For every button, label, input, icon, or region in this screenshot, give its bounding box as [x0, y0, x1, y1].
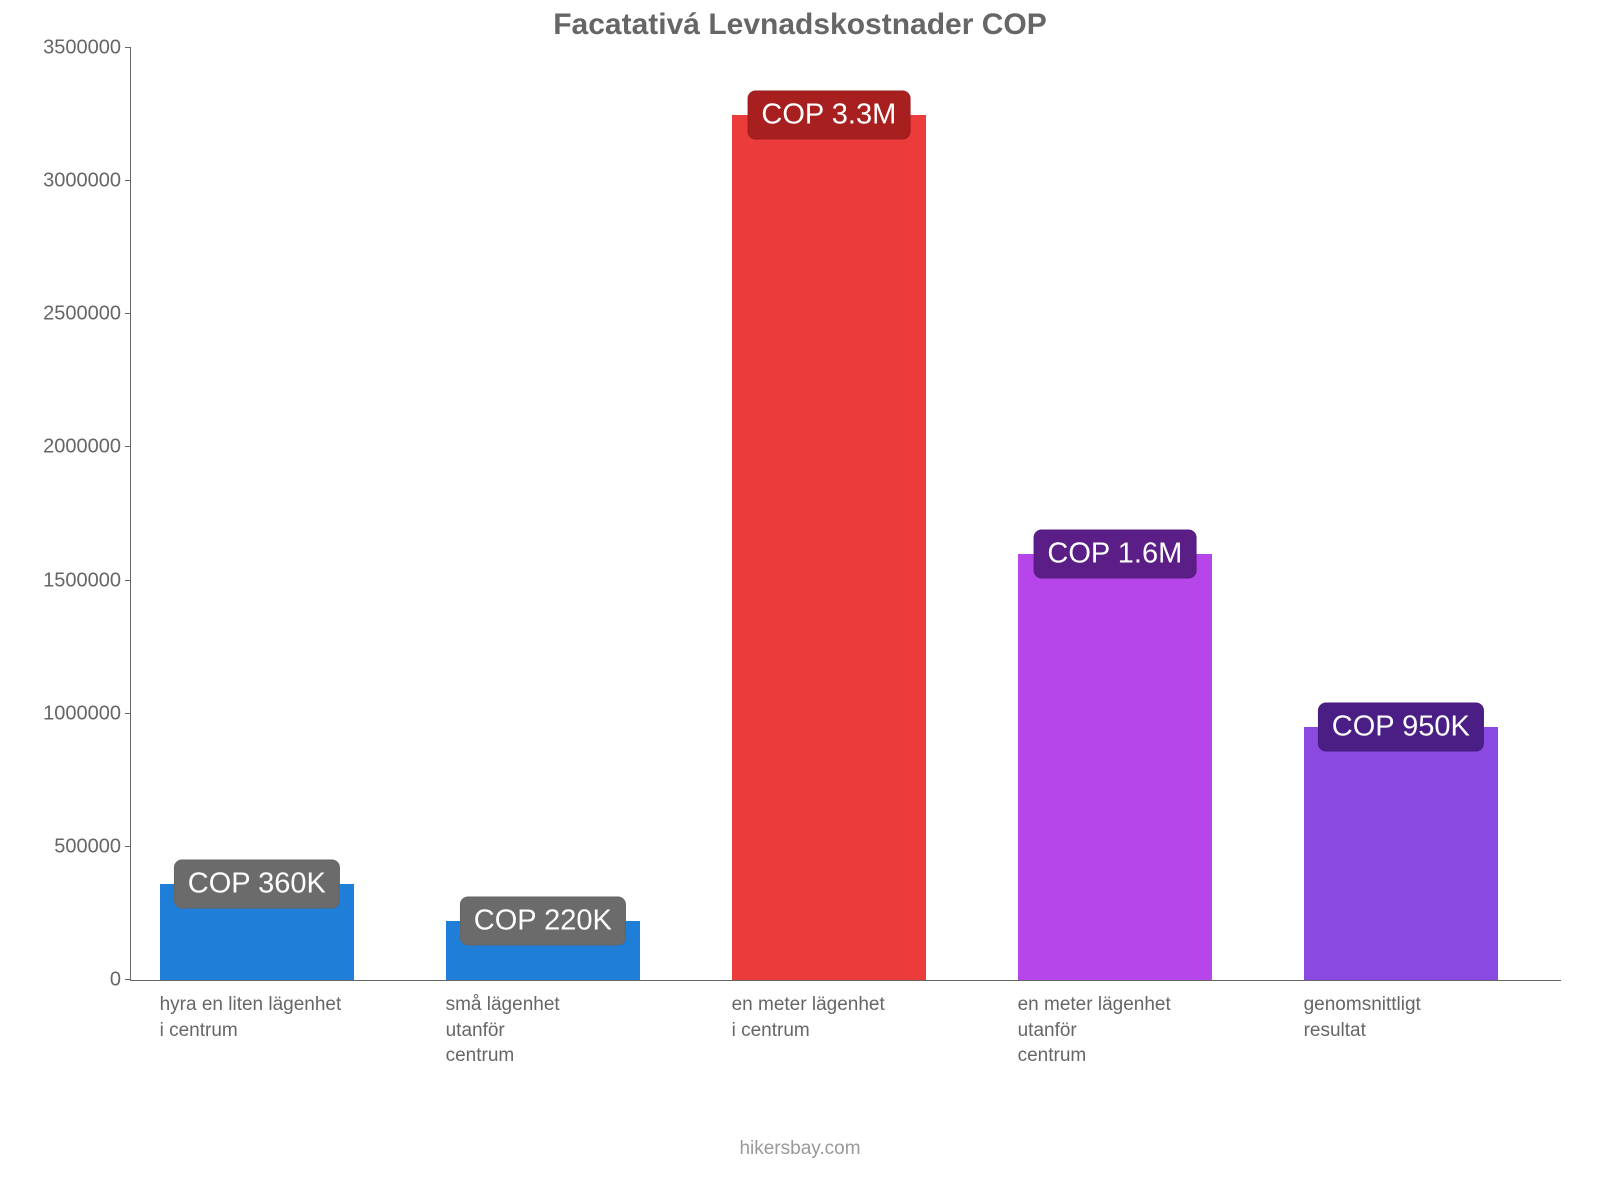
y-axis-tick-label: 3000000 [43, 170, 131, 193]
chart-container: Facatativá Levnadskostnader COP 05000001… [0, 0, 1600, 1200]
bar-value-label: COP 3.3M [747, 90, 910, 139]
y-axis-tick-label: 1500000 [43, 569, 131, 592]
bar-value-label: COP 220K [460, 897, 626, 946]
y-axis-tick-mark [125, 580, 131, 581]
y-axis-tick-mark [125, 446, 131, 447]
x-axis-category-label: hyra en liten lägenheti centrum [160, 980, 374, 1043]
y-axis-tick-mark [125, 313, 131, 314]
chart-footer: hikersbay.com [0, 1138, 1600, 1160]
y-axis-tick-mark [125, 47, 131, 48]
bar-value-label: COP 1.6M [1033, 529, 1196, 578]
y-axis-tick-label: 1000000 [43, 702, 131, 725]
x-axis-category-label: en meter lägenheti centrum [732, 980, 946, 1043]
y-axis-tick-mark [125, 713, 131, 714]
chart-title: Facatativá Levnadskostnader COP [0, 8, 1600, 42]
y-axis-tick-label: 500000 [54, 835, 131, 858]
x-axis-category-label: genomsnittligtresultat [1304, 980, 1518, 1043]
y-axis-tick-mark [125, 180, 131, 181]
y-axis-tick-mark [125, 846, 131, 847]
y-axis-tick-label: 3500000 [43, 37, 131, 60]
x-axis-category-label: små lägenhetutanförcentrum [446, 980, 660, 1069]
y-axis-tick-label: 0 [110, 969, 131, 992]
bar [1304, 727, 1498, 980]
bar [732, 115, 926, 980]
y-axis-tick-label: 2000000 [43, 436, 131, 459]
y-axis-tick-mark [125, 979, 131, 980]
bar-value-label: COP 950K [1318, 703, 1484, 752]
plot-area: 0500000100000015000002000000250000030000… [130, 48, 1561, 981]
bar-value-label: COP 360K [174, 860, 340, 909]
x-axis-category-label: en meter lägenhetutanförcentrum [1018, 980, 1232, 1069]
y-axis-tick-label: 2500000 [43, 303, 131, 326]
bar [1018, 554, 1212, 980]
